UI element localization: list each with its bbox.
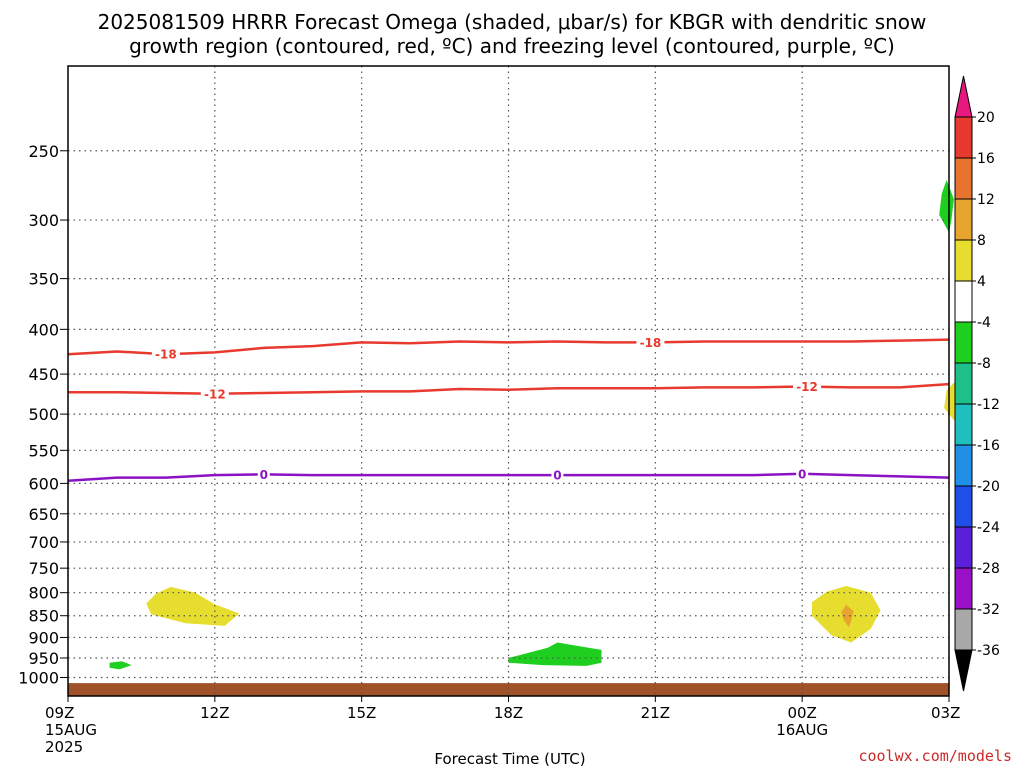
contour-label-bg-2-2: [796, 466, 809, 481]
x-tick-label-6-1: 03Z: [931, 704, 960, 722]
contour-label-bg-1-1: [793, 379, 822, 394]
colorbar-bin-7: [954, 403, 973, 446]
colorbar-bin-6: [954, 362, 973, 405]
contour-label-0-0: -18: [155, 348, 177, 362]
y-axis-ticks: 250 300 350 400 450 500 550 600 650 700 750 800 850 9…: [18, 142, 68, 687]
colorbar-bin-12: [954, 608, 973, 651]
y-tick-label-3: 400: [28, 320, 59, 339]
colorbar-label-10: -24: [977, 520, 1000, 536]
y-tick-label-13: 900: [28, 628, 59, 647]
chart-title-line1: 2025081509 HRRR Forecast Omega (shaded, …: [98, 10, 927, 34]
gridlines: [68, 66, 949, 696]
x-tick-label-5-1: 00Z: [787, 704, 816, 722]
y-tick-label-10: 750: [28, 559, 59, 578]
y-tick-label-6: 550: [28, 441, 59, 460]
x-axis-label: Forecast Time (UTC): [434, 750, 585, 768]
contour-label-2-0: 0: [260, 468, 268, 482]
colorbar-top-arrow: [954, 75, 973, 118]
colorbar-label-12: -32: [977, 602, 1000, 618]
contour-label-2-1: 0: [553, 469, 561, 483]
colorbar-bin-8: [954, 444, 973, 487]
colorbar-bin-4: [954, 280, 973, 323]
contour-label-1-0: -12: [204, 387, 226, 401]
colorbar-bin-3: [954, 239, 973, 282]
colorbar-label-3: 8: [977, 233, 986, 249]
x-tick-label-0-1: 09Z: [45, 704, 74, 722]
colorbar-bin-0: [954, 116, 973, 159]
colorbar-bin-9: [954, 485, 973, 528]
y-tick-label-12: 850: [28, 607, 59, 626]
omega-region-5: [109, 661, 132, 670]
colorbar-label-5: -4: [977, 315, 991, 331]
ground-surface: [68, 683, 949, 696]
y-tick-label-1: 300: [28, 211, 59, 230]
y-tick-label-9: 700: [28, 533, 59, 552]
contour-label-0-1: -18: [640, 336, 662, 350]
y-tick-label-11: 800: [28, 584, 59, 603]
contour-label-bg-1-0: [200, 386, 229, 401]
x-tick-label-2-1: 15Z: [347, 704, 376, 722]
x-tick-label-0-2: 15AUG: [45, 721, 97, 739]
omega-region-6: [508, 642, 602, 666]
ground-layer: [68, 683, 949, 696]
colorbar-label-13: -36: [977, 643, 1000, 659]
contour-layer: -18 -18 -12 -12 0 0 0: [67, 335, 950, 483]
y-tick-label-0: 250: [28, 142, 59, 161]
colorbar-bin-2: [954, 198, 973, 241]
colorbar-bin-1: [954, 157, 973, 200]
x-tick-label-3-1: 18Z: [494, 704, 523, 722]
contour-label-bg-2-0: [257, 467, 270, 482]
y-tick-label-7: 600: [28, 474, 59, 493]
colorbar-bin-10: [954, 526, 973, 569]
colorbar-bottom-arrow: [954, 649, 973, 692]
credit-text: coolwx.com/models: [858, 747, 1012, 765]
contour-label-bg-0-1: [636, 335, 665, 350]
chart-title-line2: growth region (contoured, red, ºC) and f…: [129, 34, 895, 58]
contour-label-bg-2-1: [551, 468, 564, 483]
contour-label-1-1: -12: [796, 380, 818, 394]
colorbar-label-9: -20: [977, 479, 1000, 495]
colorbar-bin-11: [954, 567, 973, 610]
colorbar-label-8: -16: [977, 438, 1000, 454]
y-tick-label-2: 350: [28, 270, 59, 289]
colorbar-label-6: -8: [977, 356, 991, 372]
colorbar-label-11: -28: [977, 561, 1000, 577]
y-tick-label-14: 950: [28, 649, 59, 668]
colorbar-label-4: 4: [977, 274, 986, 290]
y-tick-label-4: 450: [28, 365, 59, 384]
shaded-omega-layer: [109, 180, 971, 670]
y-tick-label-8: 650: [28, 505, 59, 524]
contour-label-bg-0-0: [151, 347, 180, 362]
x-tick-label-5-2: 16AUG: [776, 721, 828, 739]
colorbar: 20 16 12 8 4 -4 -8 -12 -16 -20 -24 -28 -32 -36: [954, 75, 1000, 692]
omega-region-2: [841, 604, 854, 628]
x-tick-label-4-1: 21Z: [641, 704, 670, 722]
colorbar-label-7: -12: [977, 397, 1000, 413]
x-tick-label-1-1: 12Z: [200, 704, 229, 722]
colorbar-label-1: 16: [977, 151, 995, 167]
contour-line-0: [67, 338, 950, 356]
colorbar-label-2: 12: [977, 192, 995, 208]
colorbar-label-0: 20: [977, 110, 995, 126]
y-tick-label-15: 1000: [18, 668, 59, 687]
contour-label-2-2: 0: [798, 467, 806, 481]
omega-region-0: [146, 586, 240, 626]
colorbar-bin-5: [954, 321, 973, 364]
omega-region-4: [939, 180, 954, 233]
y-tick-label-5: 500: [28, 405, 59, 424]
x-tick-label-0-3: 2025: [45, 738, 83, 756]
